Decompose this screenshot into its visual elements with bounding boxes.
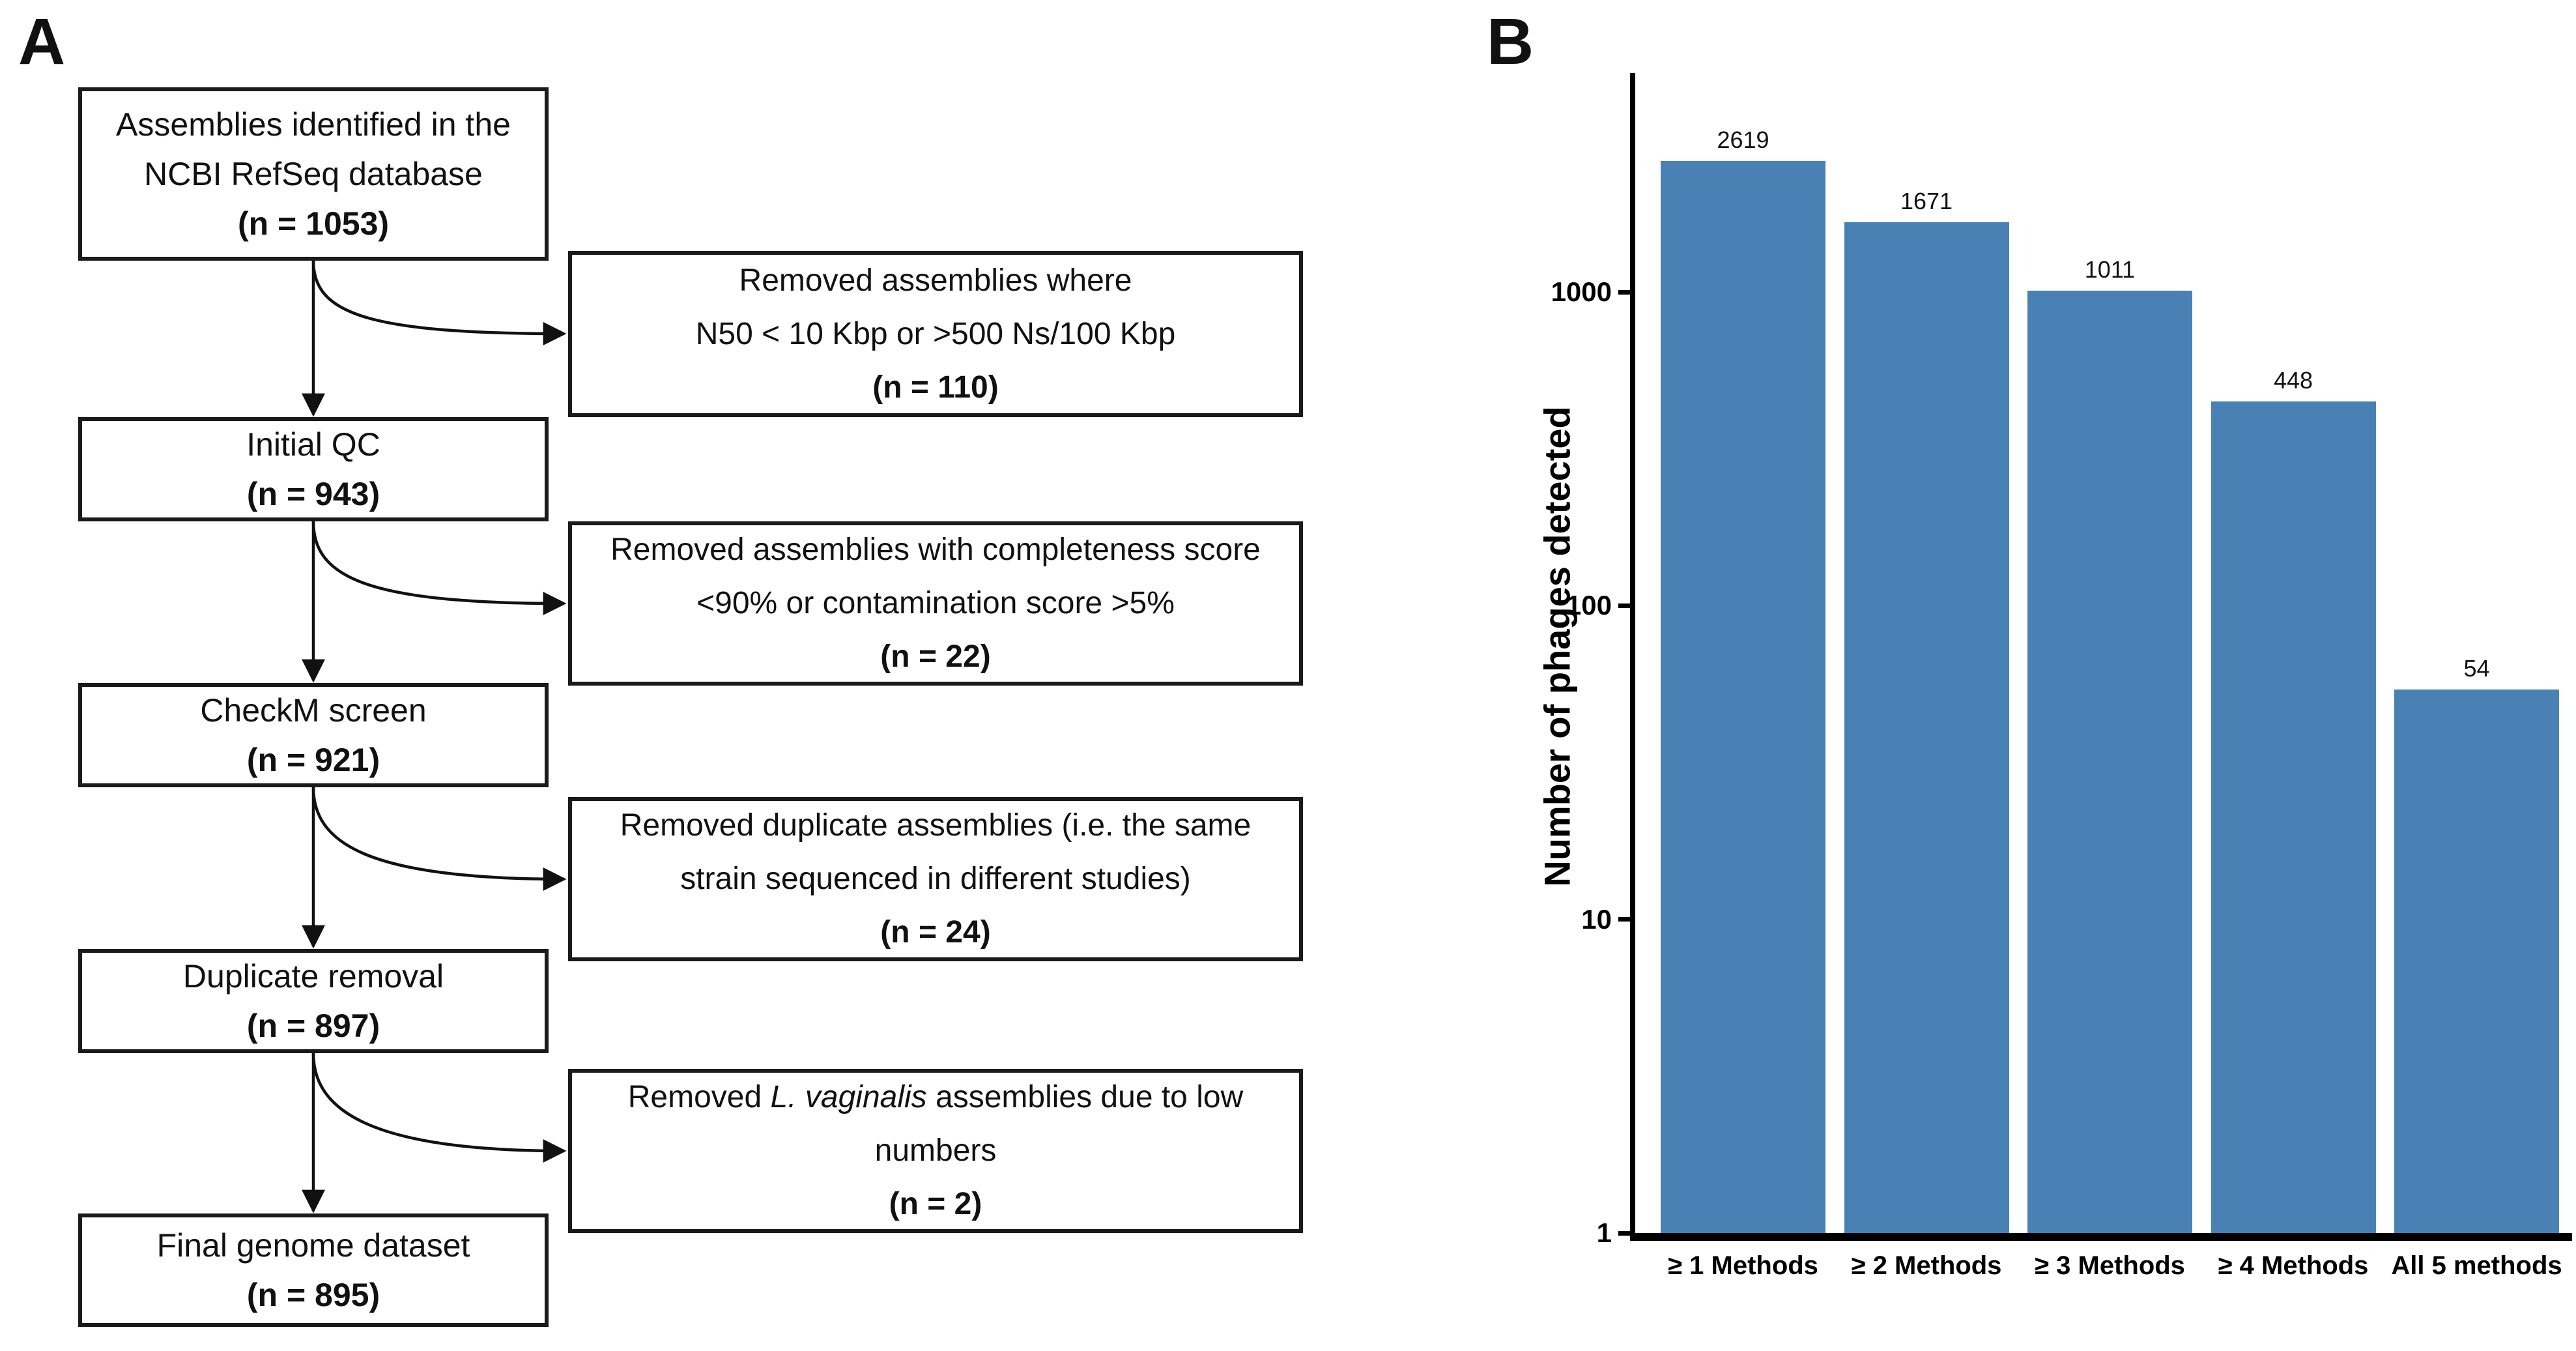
side-box-line: N50 < 10 Kbp or >500 Ns/100 Kbp bbox=[695, 316, 1176, 351]
y-tick-mark bbox=[1618, 603, 1630, 608]
flow-box-count: (n = 921) bbox=[246, 742, 380, 778]
y-axis-line bbox=[1630, 73, 1635, 1241]
side-box-count: (n = 22) bbox=[880, 639, 991, 674]
side-box-text: Removed bbox=[627, 1080, 771, 1114]
side-box-italic-species: L. vaginalis bbox=[770, 1080, 927, 1114]
side-box-line: Removed assemblies with completeness sco… bbox=[610, 532, 1261, 567]
flow-box-line: Final genome dataset bbox=[156, 1227, 470, 1264]
bar-value-label: 1671 bbox=[1900, 187, 1953, 214]
side-box-duplicate-filter: Removed duplicate assemblies (i.e. the s… bbox=[568, 797, 1303, 961]
flow-box-line: CheckM screen bbox=[200, 692, 427, 729]
bar-value-label: 2619 bbox=[1717, 126, 1769, 153]
y-tick-label: 1 bbox=[1596, 1217, 1612, 1248]
panel-a-label: A bbox=[18, 5, 66, 78]
bar-4 bbox=[2211, 401, 2376, 1233]
flow-box-line: Initial QC bbox=[246, 426, 380, 463]
flow-box-count: (n = 897) bbox=[246, 1008, 380, 1044]
side-box-vaginalis-filter: Removed L. vaginalis assemblies due to l… bbox=[568, 1069, 1303, 1233]
flow-box-line: Duplicate removal bbox=[182, 958, 444, 995]
bar-1 bbox=[1661, 160, 1825, 1233]
arrow-branch-4 bbox=[311, 1053, 567, 1163]
flow-box-line: Assemblies identified in the bbox=[116, 106, 511, 143]
side-box-line: Removed assemblies where bbox=[739, 263, 1132, 298]
side-box-line: Removed L. vaginalis assemblies due to l… bbox=[628, 1071, 1243, 1124]
side-box-line: numbers bbox=[874, 1133, 997, 1168]
y-tick-mark bbox=[1618, 1230, 1630, 1236]
bar-3 bbox=[2027, 290, 2192, 1233]
arrow-branch-2 bbox=[311, 521, 567, 615]
flow-box-count: (n = 895) bbox=[246, 1277, 380, 1313]
side-box-line: Removed duplicate assemblies (i.e. the s… bbox=[620, 808, 1252, 843]
y-tick-mark bbox=[1618, 289, 1630, 295]
bar-5 bbox=[2394, 690, 2559, 1233]
y-tick-label: 100 bbox=[1566, 590, 1612, 621]
flow-box-final-dataset: Final genome dataset (n = 895) bbox=[78, 1213, 549, 1327]
flow-box-line: NCBI RefSeq database bbox=[144, 156, 483, 192]
side-box-checkm-filter: Removed assemblies with completeness sco… bbox=[568, 521, 1303, 686]
bar-value-label: 54 bbox=[2463, 655, 2490, 682]
bar-value-label: 448 bbox=[2273, 366, 2313, 394]
x-axis-line bbox=[1630, 1233, 2572, 1241]
side-box-count: (n = 24) bbox=[880, 915, 991, 950]
panel-b-label: B bbox=[1487, 5, 1534, 78]
bar-value-label: 1011 bbox=[2084, 255, 2136, 283]
flow-box-initial-qc: Initial QC (n = 943) bbox=[78, 417, 549, 521]
y-tick-mark bbox=[1618, 917, 1630, 922]
side-box-n50-filter: Removed assemblies where N50 < 10 Kbp or… bbox=[568, 251, 1303, 417]
flow-box-count: (n = 1053) bbox=[237, 205, 390, 242]
flow-box-count: (n = 943) bbox=[246, 476, 380, 512]
x-tick-label: ≥ 1 Methods bbox=[1668, 1251, 1818, 1280]
side-box-text: assemblies due to low bbox=[926, 1080, 1244, 1114]
side-box-line: <90% or contamination score >5% bbox=[696, 586, 1175, 620]
y-tick-label: 10 bbox=[1581, 903, 1612, 935]
side-box-count: (n = 2) bbox=[889, 1187, 982, 1221]
bar-2 bbox=[1844, 222, 2009, 1233]
x-tick-label: ≥ 4 Methods bbox=[2218, 1251, 2369, 1280]
y-axis-title: Number of phages detected bbox=[1536, 406, 1578, 887]
x-tick-label: ≥ 3 Methods bbox=[2035, 1251, 2185, 1280]
flow-box-duplicate-removal: Duplicate removal (n = 897) bbox=[78, 949, 549, 1053]
flow-box-refseq: Assemblies identified in the NCBI RefSeq… bbox=[78, 87, 549, 261]
arrow-branch-3 bbox=[311, 787, 567, 891]
side-box-count: (n = 110) bbox=[872, 370, 999, 405]
flow-box-checkm: CheckM screen (n = 921) bbox=[78, 683, 549, 787]
arrow-branch-1 bbox=[311, 260, 567, 345]
x-tick-label: ≥ 2 Methods bbox=[1851, 1251, 2002, 1280]
y-tick-label: 1000 bbox=[1551, 276, 1612, 308]
side-box-line: strain sequenced in different studies) bbox=[680, 862, 1191, 896]
x-tick-label: All 5 methods bbox=[2391, 1251, 2562, 1280]
